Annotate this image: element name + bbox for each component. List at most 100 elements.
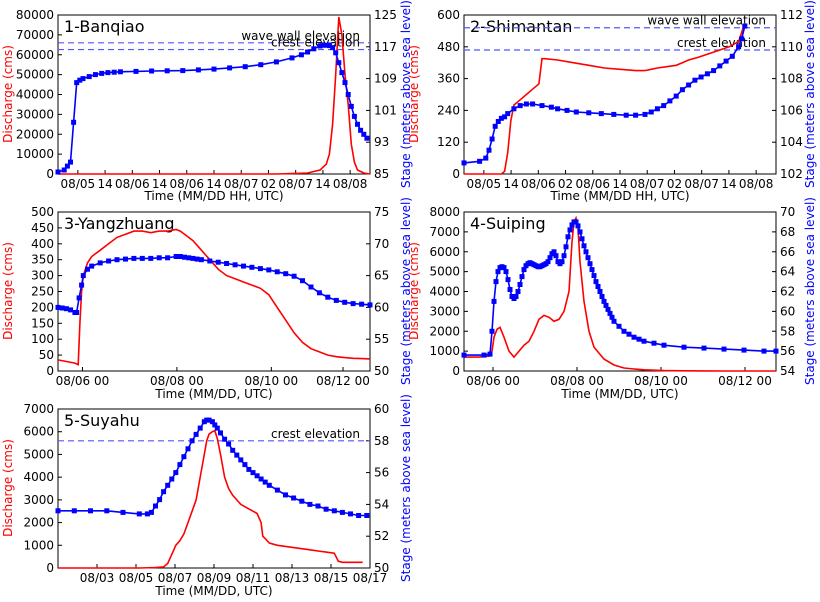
stage-point [495, 119, 501, 124]
left-tick-label: 20000 [16, 127, 54, 141]
stage-point [555, 106, 561, 112]
x-axis-label: Time (MM/DD HH, UTC) [549, 189, 689, 203]
stage-point [573, 109, 579, 115]
left-tick-label: 0 [46, 364, 54, 378]
stage-point [692, 77, 698, 83]
stage-point [193, 431, 199, 437]
stage-point [579, 236, 585, 242]
left-tick-label: 7000 [429, 225, 460, 239]
stage-point [517, 282, 523, 287]
panel-title: 2-Shimantan [470, 17, 572, 36]
stage-point [80, 76, 86, 82]
discharge-series-line [58, 429, 363, 569]
right-tick-label: 60 [374, 300, 389, 314]
left-tick-label: 0 [452, 167, 460, 181]
stage-point [211, 66, 217, 72]
stage-point [111, 69, 117, 75]
stage-point [519, 274, 525, 280]
stage-point [513, 294, 519, 299]
stage-point [144, 511, 150, 517]
stage-point [157, 497, 163, 503]
left-tick-label: 30000 [16, 107, 54, 121]
right-tick-label: 70 [780, 205, 795, 219]
stage-point [648, 109, 654, 115]
stage-point [741, 347, 747, 353]
x-tick-label: 08/07 [630, 177, 665, 191]
stage-point [218, 430, 223, 436]
stage-point [71, 508, 77, 514]
stage-point [55, 508, 61, 514]
left-tick-label: 120 [437, 135, 460, 149]
stage-point [61, 167, 67, 173]
left-tick-label: 0 [46, 167, 54, 181]
stage-point [182, 254, 187, 260]
stage-point [323, 506, 329, 512]
discharge-series-line [464, 22, 746, 175]
stage-point [502, 114, 508, 120]
stage-point [773, 348, 779, 354]
x-tick-label: 08/06 00 [56, 374, 110, 388]
x-tick-label: 08/08 [333, 177, 368, 191]
stage-point [133, 68, 139, 74]
stage-point [593, 279, 599, 285]
stage-point [521, 267, 527, 273]
stage-point [351, 113, 357, 119]
right-tick-label: 110 [780, 40, 803, 54]
right-tick-label: 55 [374, 332, 389, 346]
stage-point [241, 263, 246, 269]
stage-point [185, 446, 191, 452]
stage-point [323, 42, 329, 48]
stage-point [342, 80, 348, 86]
right-tick-label: 104 [780, 135, 803, 149]
stage-point [316, 290, 322, 296]
reference-line-label: wave wall elevation [647, 14, 766, 28]
stage-point [461, 352, 467, 358]
panel-title: 4-Suiping [470, 214, 546, 233]
stage-point [206, 417, 212, 423]
x-tick-label: 08/08 00 [550, 374, 604, 388]
stage-point [85, 266, 90, 272]
stage-point [299, 498, 305, 504]
stage-point [194, 256, 200, 262]
stage-point [505, 277, 511, 283]
stage-point [361, 131, 367, 137]
left-axis-label: Discharge (cms) [1, 439, 15, 537]
stage-point [539, 103, 545, 109]
stage-point [89, 263, 95, 269]
stage-point [177, 462, 183, 468]
stage-point [507, 287, 513, 292]
stage-point [64, 163, 70, 169]
stage-point [325, 294, 331, 300]
stage-point [291, 495, 297, 501]
stage-point [207, 258, 213, 264]
stage-point [358, 127, 364, 133]
right-axis-label: Stage (meters above sea level) [399, 394, 413, 582]
right-tick-label: 108 [780, 72, 803, 86]
left-tick-label: 4000 [429, 285, 460, 299]
stage-point [523, 101, 529, 107]
discharge-series-line [58, 16, 371, 175]
x-tick-label: 14 [721, 177, 736, 191]
stage-point [605, 306, 611, 312]
panel-title: 5-Suyahu [64, 411, 140, 430]
stage-point [250, 470, 256, 476]
x-tick-label: 14 [152, 177, 167, 191]
stage-point [333, 297, 339, 303]
stage-point [565, 234, 571, 240]
stage-point [274, 269, 280, 275]
stage-point [587, 261, 593, 267]
left-tick-label: 10000 [16, 147, 54, 161]
stage-point [307, 501, 313, 507]
left-tick-label: 300 [31, 269, 54, 283]
stage-point [165, 255, 171, 261]
stage-point [505, 111, 511, 117]
right-tick-label: 75 [374, 205, 389, 219]
right-tick-label: 70 [374, 237, 389, 251]
stage-point [611, 318, 617, 324]
stage-point [249, 264, 255, 270]
x-tick-label: 08/10 00 [245, 374, 299, 388]
stage-point [238, 457, 244, 463]
stage-point [120, 509, 126, 515]
x-tick-label: 08/06 00 [466, 374, 520, 388]
